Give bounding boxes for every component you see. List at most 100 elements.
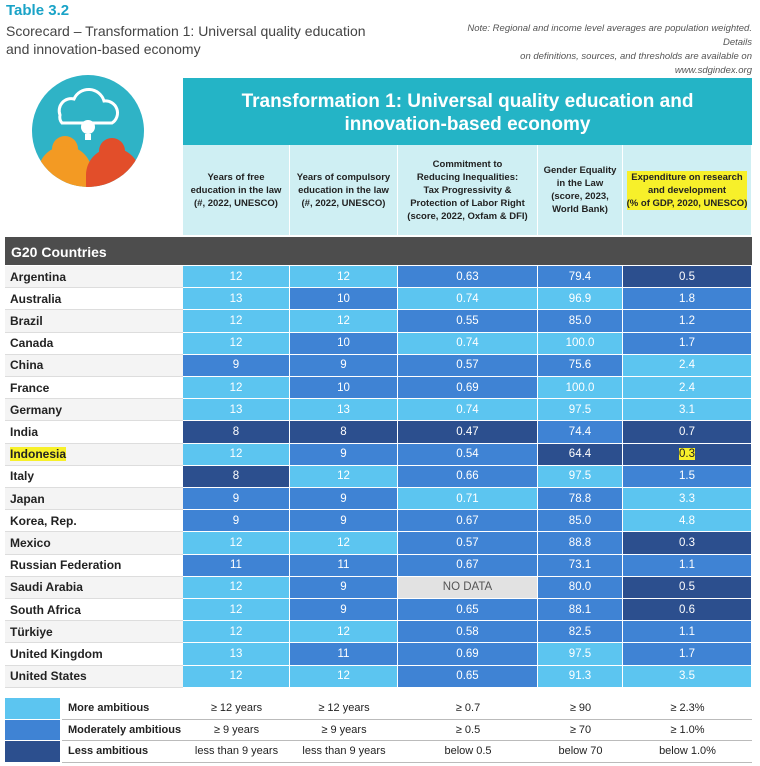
cell-value: 8: [232, 425, 240, 438]
country-name: Brazil: [10, 313, 43, 328]
cell: 0.57: [398, 532, 538, 555]
cell: 12: [290, 465, 398, 488]
cell: 0.74: [398, 399, 538, 422]
country-name: Germany: [10, 402, 63, 417]
cell-value: 9: [232, 492, 240, 505]
cell-value: 3.1: [679, 403, 695, 416]
cell: 100.0: [538, 332, 623, 355]
country-name: Mexico: [10, 535, 51, 550]
cell: 2.4: [623, 354, 752, 377]
cell-value: 9: [340, 448, 347, 461]
cell: 82.5: [538, 621, 623, 644]
cell: 12: [183, 599, 290, 622]
cell: 0.65: [398, 599, 538, 622]
cell: 9: [290, 576, 398, 599]
cell-value: 9: [340, 581, 347, 594]
cell: 97.5: [538, 465, 623, 488]
cell: NO DATA: [398, 576, 538, 599]
cell: 0.5: [623, 266, 752, 289]
cell-value: 0.54: [456, 448, 479, 461]
cell-value: 0.5: [679, 270, 695, 283]
legend-threshold: ≥ 0.5: [398, 720, 538, 741]
cell: 9: [290, 599, 398, 622]
cell: 3.5: [623, 665, 752, 688]
cell: 12: [183, 443, 290, 466]
column-header: Gender Equality in the Law (score, 2023,…: [538, 145, 623, 235]
cell-value: 0.3: [679, 536, 695, 549]
cell-value: 9: [340, 603, 347, 616]
cell-value: 85.0: [568, 514, 592, 527]
row-label: France: [5, 377, 183, 400]
cell: 1.7: [623, 643, 752, 666]
legend-threshold: ≥ 9 years: [290, 720, 398, 741]
cell: 0.3: [623, 532, 752, 555]
cell: 0.69: [398, 377, 538, 400]
cell-value: 12: [337, 470, 350, 483]
cell: 12: [183, 532, 290, 555]
cell: 0.65: [398, 665, 538, 688]
cell-value: 1.7: [679, 647, 695, 660]
legend-label: Moderately ambitious: [62, 720, 183, 741]
cell-value: 10: [337, 292, 350, 305]
country-name: United States: [10, 669, 87, 684]
cell-value: 1.1: [679, 559, 695, 572]
row-label: United Kingdom: [5, 643, 183, 666]
cell: 0.67: [398, 554, 538, 577]
cell: 12: [183, 266, 290, 289]
cell-value: 12: [337, 670, 350, 683]
cell: 75.6: [538, 354, 623, 377]
legend-threshold: below 70: [538, 741, 623, 763]
cell-value: 10: [337, 337, 350, 350]
column-header: Years of compulsory education in the law…: [290, 145, 398, 235]
cell-value: 0.74: [456, 292, 479, 305]
cell-value: NO DATA: [442, 581, 493, 594]
cell: 74.4: [538, 421, 623, 444]
cell: 12: [183, 310, 290, 333]
cell: 12: [290, 665, 398, 688]
cell-value: 12: [229, 314, 243, 327]
cell-value: 88.8: [568, 536, 592, 549]
cell: 13: [183, 643, 290, 666]
column-header-text: Years of compulsory education in the law…: [296, 171, 391, 209]
cell-value: 0.5: [679, 581, 695, 594]
cell: 10: [290, 332, 398, 355]
table-number: Table 3.2: [6, 2, 70, 19]
cell: 1.7: [623, 332, 752, 355]
cell: 0.71: [398, 488, 538, 511]
cell: 13: [183, 399, 290, 422]
row-label: United States: [5, 665, 183, 688]
cell-value: 0.57: [456, 536, 479, 549]
cell: 64.4: [538, 443, 623, 466]
cell: 1.8: [623, 288, 752, 311]
legend-threshold: ≥ 9 years: [183, 720, 290, 741]
country-name: France: [10, 380, 50, 395]
row-label: Mexico: [5, 532, 183, 555]
cell-value: 91.3: [568, 670, 592, 683]
cell-value: 9: [340, 359, 347, 372]
cell-value: 100.0: [565, 381, 595, 394]
cell: 78.8: [538, 488, 623, 511]
cell-value: 0.3: [679, 448, 695, 461]
cell: 0.63: [398, 266, 538, 289]
cell-value: 1.1: [679, 625, 695, 638]
legend-threshold: less than 9 years: [290, 741, 398, 763]
cell: 9: [290, 488, 398, 511]
cell-value: 96.9: [568, 292, 592, 305]
cell-value: 82.5: [568, 625, 592, 638]
cell: 13: [290, 399, 398, 422]
cell: 2.4: [623, 377, 752, 400]
cell-value: 13: [229, 647, 243, 660]
row-label: China: [5, 354, 183, 377]
cell-value: 12: [337, 314, 350, 327]
legend-threshold: ≥ 12 years: [290, 698, 398, 720]
country-name: South Africa: [10, 602, 81, 617]
cell-value: 1.7: [679, 337, 695, 350]
cell-value: 8: [232, 470, 240, 483]
cell: 13: [183, 288, 290, 311]
cell: 0.57: [398, 354, 538, 377]
cell-value: 11: [337, 559, 350, 572]
cell-value: 0.6: [679, 603, 695, 616]
cell: 0.74: [398, 332, 538, 355]
cell: 11: [183, 554, 290, 577]
